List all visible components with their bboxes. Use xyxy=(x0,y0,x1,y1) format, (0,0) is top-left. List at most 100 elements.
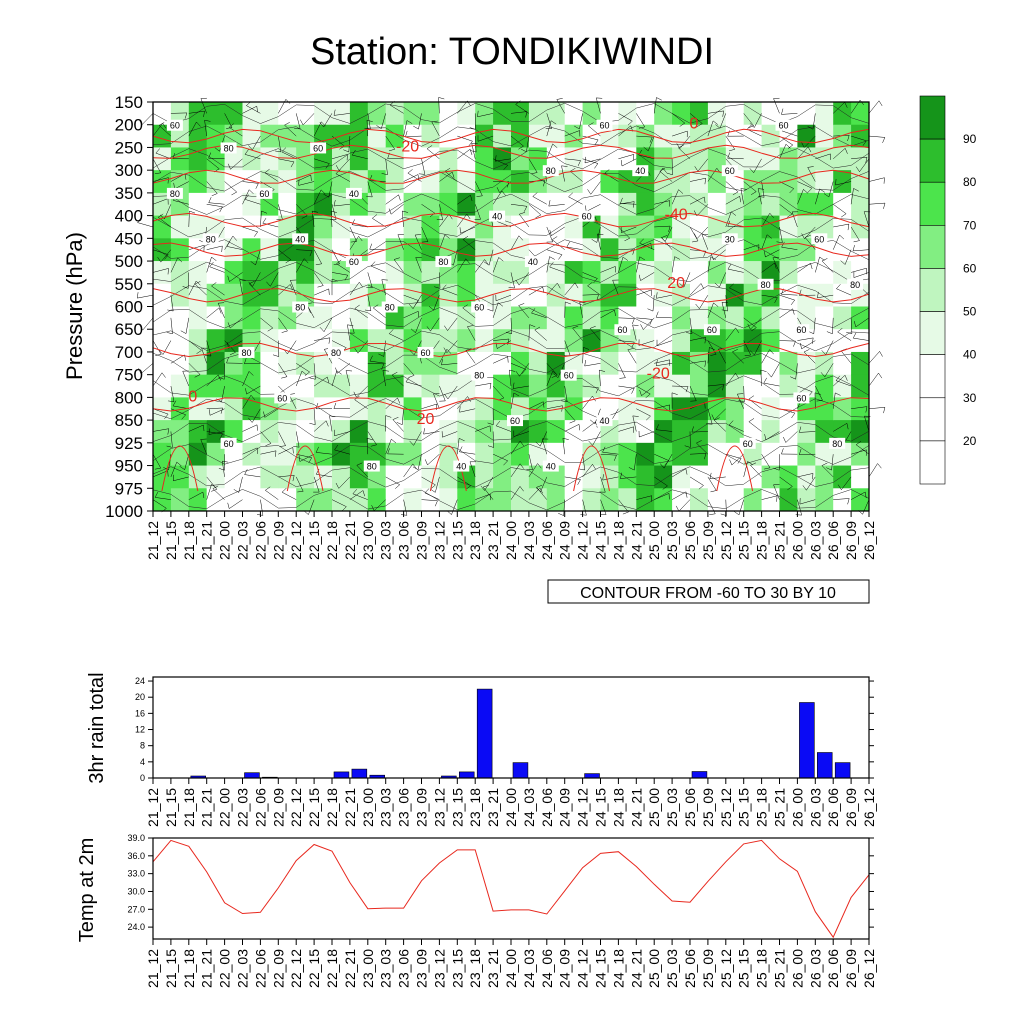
wind-barb-flag xyxy=(588,122,594,126)
wind-barb-flag xyxy=(878,100,883,107)
wind-barb-flag xyxy=(345,370,353,372)
contour-label-bg xyxy=(811,233,828,245)
humidity-cell xyxy=(367,306,387,330)
wind-barb xyxy=(531,312,547,319)
humidity-cell xyxy=(260,306,279,330)
time-tick-label: 26_12 xyxy=(861,788,877,827)
humidity-cell xyxy=(403,488,422,512)
wind-barb-flag xyxy=(376,125,382,129)
wind-barb xyxy=(373,307,386,319)
wind-barb xyxy=(170,408,186,416)
humidity-cell xyxy=(528,102,548,126)
humidity-cell xyxy=(528,442,548,467)
wind-barb-flag xyxy=(353,391,357,398)
time-tick-label: 22_03 xyxy=(235,788,251,827)
wind-barb xyxy=(785,431,798,443)
wind-barb xyxy=(689,113,703,124)
humidity-cell xyxy=(153,374,172,398)
wind-barb-flag xyxy=(157,256,162,263)
wind-barb xyxy=(725,196,740,205)
humidity-cell xyxy=(242,124,261,148)
wind-barb xyxy=(643,317,655,330)
humidity-cell xyxy=(743,261,763,285)
wind-barb xyxy=(656,363,673,366)
surface-temperature-contour xyxy=(573,445,610,492)
wind-barb xyxy=(242,395,252,409)
contour-label-bg xyxy=(489,210,506,222)
humidity-cell xyxy=(278,102,297,126)
wind-barb xyxy=(719,113,727,129)
wind-barb xyxy=(246,385,261,395)
humidity-cell xyxy=(851,170,870,194)
wind-barb xyxy=(653,97,657,114)
wind-barb xyxy=(853,337,870,341)
wind-barb-flag xyxy=(737,393,744,395)
wind-barb xyxy=(252,135,261,151)
humidity-cell xyxy=(475,192,494,217)
wind-barb xyxy=(636,317,653,320)
wind-barb xyxy=(200,98,207,114)
wind-barb-flag xyxy=(620,160,623,167)
wind-barb xyxy=(582,294,599,296)
time-tick-label: 25_12 xyxy=(718,788,734,827)
time-tick-label: 21_12 xyxy=(145,521,161,560)
humidity-cell xyxy=(779,374,798,398)
humidity-cell xyxy=(278,170,297,194)
contour-note-box xyxy=(547,579,870,604)
wind-barb-flag xyxy=(412,466,419,471)
wind-barb-flag xyxy=(405,130,408,137)
wind-barb xyxy=(206,374,219,387)
wind-barb xyxy=(725,453,742,459)
humidity-cell xyxy=(815,488,834,512)
wind-barb xyxy=(313,420,327,432)
wind-barb xyxy=(403,311,419,319)
wind-barb-flag xyxy=(521,369,526,374)
wind-barb-flag xyxy=(799,426,802,433)
wind-barb-flag xyxy=(158,349,164,355)
wind-barb-flag xyxy=(578,424,581,431)
humidity-cell xyxy=(367,397,387,421)
wind-barb-flag xyxy=(735,373,740,379)
contour-label: 40 xyxy=(349,189,359,199)
wind-barb-flag xyxy=(341,506,347,512)
wind-barb xyxy=(142,317,154,331)
wind-barb-flag xyxy=(656,359,658,366)
humidity-cell xyxy=(188,261,208,285)
humidity-cell xyxy=(278,261,297,285)
humidity-cell xyxy=(690,147,709,171)
wind-barb xyxy=(439,385,446,401)
wind-barb xyxy=(510,440,521,455)
humidity-cell xyxy=(367,192,387,217)
wind-barb xyxy=(206,407,223,409)
wind-barb xyxy=(152,177,169,182)
wind-barb-flag xyxy=(729,283,734,289)
humidity-cell xyxy=(224,374,243,398)
humidity-cell xyxy=(260,465,279,489)
wind-barb xyxy=(252,272,261,287)
wind-barb-flag xyxy=(792,308,795,315)
time-tick-label: 24_18 xyxy=(610,788,626,827)
humidity-cell xyxy=(511,170,530,194)
wind-barb-flag xyxy=(662,485,668,490)
wind-barb xyxy=(707,302,714,318)
wind-barb-flag xyxy=(317,285,324,288)
wind-barb xyxy=(141,113,154,125)
humidity-cell xyxy=(672,102,691,126)
wind-barb-flag xyxy=(758,188,765,190)
pressure-tick-label: 750 xyxy=(115,366,143,385)
wind-barb-flag xyxy=(628,467,635,471)
humidity-cell xyxy=(278,215,297,239)
humidity-cell xyxy=(851,442,870,467)
wind-barb xyxy=(600,453,617,456)
humidity-cell xyxy=(546,442,566,467)
wind-barb xyxy=(260,450,277,455)
wind-barb xyxy=(618,257,624,273)
wind-barb-flag xyxy=(728,420,734,426)
humidity-cell xyxy=(833,261,852,285)
wind-barb xyxy=(260,210,262,227)
humidity-cell xyxy=(439,283,458,307)
wind-barb xyxy=(389,104,404,114)
wind-barb-flag xyxy=(674,256,681,260)
wind-barb xyxy=(640,272,655,281)
wind-barb-flag xyxy=(622,511,629,515)
